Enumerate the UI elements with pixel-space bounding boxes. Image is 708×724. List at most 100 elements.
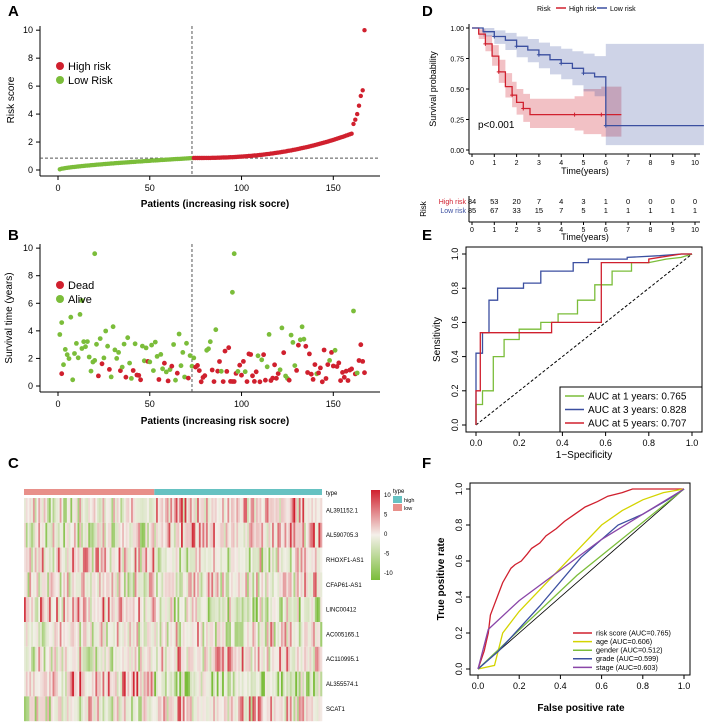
c-cell (236, 597, 239, 622)
c-cell (293, 572, 296, 598)
c-cell (272, 547, 275, 573)
c-cell (86, 597, 89, 622)
c-cell (173, 522, 176, 548)
c-cell (230, 696, 234, 722)
d-censor-mark (581, 71, 586, 76)
c-cell (236, 622, 239, 647)
c-cell (141, 572, 144, 598)
c-cell (172, 696, 175, 722)
c-cell (314, 671, 317, 697)
c-cell (186, 646, 189, 672)
c-cell (191, 622, 194, 647)
c-cell (289, 522, 292, 548)
c-cell (182, 498, 185, 523)
c-cell (168, 622, 171, 647)
c-cell (255, 646, 259, 672)
c-cell (56, 597, 59, 622)
b-point (176, 331, 182, 337)
c-cell (91, 597, 94, 622)
c-cell (159, 622, 162, 647)
c-cell (284, 572, 287, 598)
c-cell (282, 572, 285, 598)
c-cell (206, 622, 209, 647)
c-cell (72, 572, 75, 598)
c-cell (197, 597, 200, 622)
c-cell (57, 597, 60, 622)
c-cell (31, 671, 34, 697)
c-cell (29, 498, 32, 523)
c-cell (43, 498, 46, 523)
b-point (343, 368, 349, 374)
c-cell (75, 671, 78, 697)
c-cell (232, 696, 235, 722)
c-cell (25, 671, 28, 697)
c-cell (188, 671, 191, 697)
c-cell (145, 622, 148, 647)
c-cell (43, 572, 46, 598)
c-cell (263, 646, 266, 672)
c-cell (218, 622, 221, 647)
c-cell (106, 522, 109, 548)
c-cell (61, 572, 64, 598)
c-cell (145, 671, 148, 697)
c-cell (316, 498, 319, 523)
c-cell (77, 572, 80, 598)
c-cell (25, 572, 28, 598)
c-cell (88, 572, 91, 598)
c-cell (257, 646, 260, 672)
c-cell (182, 622, 185, 647)
c-cell (107, 597, 110, 622)
c-cell (115, 646, 118, 672)
b-point (220, 379, 226, 384)
b-point (263, 377, 268, 383)
c-cell (229, 547, 232, 573)
c-cell (131, 646, 134, 672)
c-cell (75, 696, 78, 722)
c-cell (286, 622, 289, 647)
c-cell (123, 671, 127, 697)
c-cell (40, 696, 43, 722)
b-point (79, 298, 85, 303)
c-cell (202, 646, 205, 672)
c-cell (241, 498, 244, 523)
c-cell (70, 572, 73, 598)
c-cell (66, 522, 69, 548)
c-cell (32, 671, 35, 697)
c-cell (97, 671, 100, 697)
e-y-tick-label: 1.0 (450, 248, 460, 261)
c-cell (57, 572, 60, 598)
c-cell (248, 597, 251, 622)
c-cell (63, 547, 66, 573)
c-cell (222, 646, 225, 672)
c-gene-label: LINC00412 (326, 608, 357, 614)
b-point (62, 347, 68, 352)
c-cell (309, 622, 312, 647)
c-cell (127, 498, 130, 523)
c-cell (24, 597, 27, 622)
c-cell (65, 696, 68, 722)
c-cell (41, 597, 44, 622)
c-cell (57, 696, 60, 722)
c-cell (57, 622, 60, 647)
c-cell (159, 671, 162, 697)
c-cell (225, 547, 228, 573)
c-cell (200, 547, 203, 573)
c-cell (54, 522, 57, 548)
c-cell (206, 522, 209, 548)
c-cell (90, 696, 93, 722)
c-cell (307, 498, 310, 523)
c-cell (132, 572, 135, 598)
c-cell (164, 547, 168, 573)
b-point (362, 370, 367, 376)
c-cell (298, 646, 301, 672)
f-roc-curve (477, 488, 685, 670)
c-cell (36, 522, 39, 548)
c-cell (68, 572, 71, 598)
c-cell (127, 622, 130, 647)
d-y-tick-label: 0.00 (450, 148, 464, 155)
c-cell (131, 622, 134, 647)
e-y-tick-label: 0.0 (450, 419, 460, 432)
c-cell (272, 522, 275, 548)
c-cell (61, 597, 64, 622)
c-cell (227, 597, 230, 622)
